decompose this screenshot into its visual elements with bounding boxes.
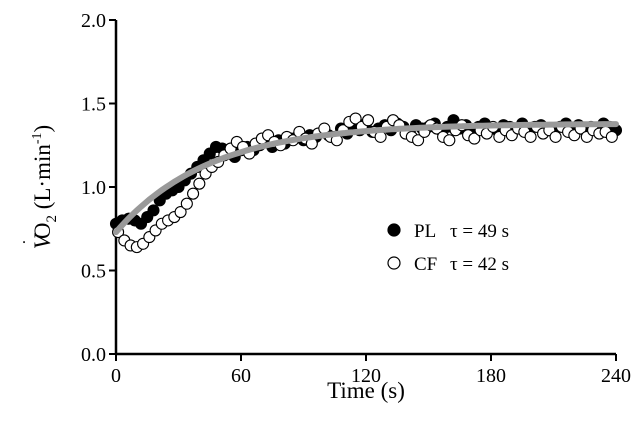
y-axis-title-unit-exp: -1 xyxy=(30,132,45,144)
data-point-cf xyxy=(193,177,206,190)
y-axis-title-base: O xyxy=(30,223,55,240)
legend: PL τ = 49 s CF τ = 42 s xyxy=(387,221,509,275)
legend-marker-cf xyxy=(387,256,401,270)
legend-tau-pl: τ = 49 s xyxy=(450,221,509,242)
x-axis-title: Time (s) xyxy=(327,378,405,403)
y-axis-title-symbol: V xyxy=(30,232,55,249)
x-tick-label: 180 xyxy=(476,365,506,387)
legend-label-cf: CF xyxy=(414,254,437,275)
data-point-cf xyxy=(549,130,562,143)
legend-item-pl: PL τ = 49 s xyxy=(387,221,509,242)
data-point-cf xyxy=(412,134,425,147)
series-cf xyxy=(112,112,618,254)
legend-item-cf: CF τ = 42 s xyxy=(387,254,509,275)
legend-label-pl: PL xyxy=(414,221,436,242)
fit-curve xyxy=(113,121,619,236)
x-tick-label: 60 xyxy=(231,365,251,387)
x-tick-label: 240 xyxy=(601,365,631,387)
y-tick-label: 1.0 xyxy=(81,177,106,199)
y-tick-label: 0.5 xyxy=(81,261,106,283)
y-axis-title-dot: ˙ xyxy=(19,239,39,245)
y-tick-label: 0.0 xyxy=(81,344,106,366)
y-tick-label: 1.5 xyxy=(81,94,106,116)
data-point-cf xyxy=(187,187,200,200)
data-point-cf xyxy=(468,132,481,145)
data-point-cf xyxy=(180,197,193,210)
x-tick-label: 120 xyxy=(351,365,381,387)
legend-marker-pl xyxy=(387,223,401,237)
legend-tau-cf: τ = 42 s xyxy=(450,254,509,275)
svg-text:V˙O2 (L·min-1): V˙O2 (L·min-1) xyxy=(19,125,60,249)
data-point-cf xyxy=(443,134,456,147)
data-point-cf xyxy=(605,130,618,143)
x-axis: 0 60 120 180 240 xyxy=(111,352,631,387)
y-axis-title: V˙O2 (L·min-1) xyxy=(19,125,60,249)
y-tick-label: 2.0 xyxy=(81,10,106,32)
y-axis-title-subscript: 2 xyxy=(44,215,60,223)
x-tick-label: 0 xyxy=(111,365,121,387)
x-ticks: 0 60 120 180 240 xyxy=(111,354,631,387)
data-point-cf xyxy=(349,112,362,125)
y-axis-title-unit-close: ) xyxy=(30,125,55,133)
data-point-cf xyxy=(362,114,375,127)
y-ticks: 0.0 0.5 1.0 1.5 2.0 xyxy=(81,10,116,366)
data-point-pl xyxy=(147,204,160,217)
data-point-cf xyxy=(174,206,187,219)
y-axis-title-unit: (L·min xyxy=(30,144,55,210)
data-point-cf xyxy=(524,130,537,143)
y-axis: 0.0 0.5 1.0 1.5 2.0 xyxy=(81,10,118,366)
